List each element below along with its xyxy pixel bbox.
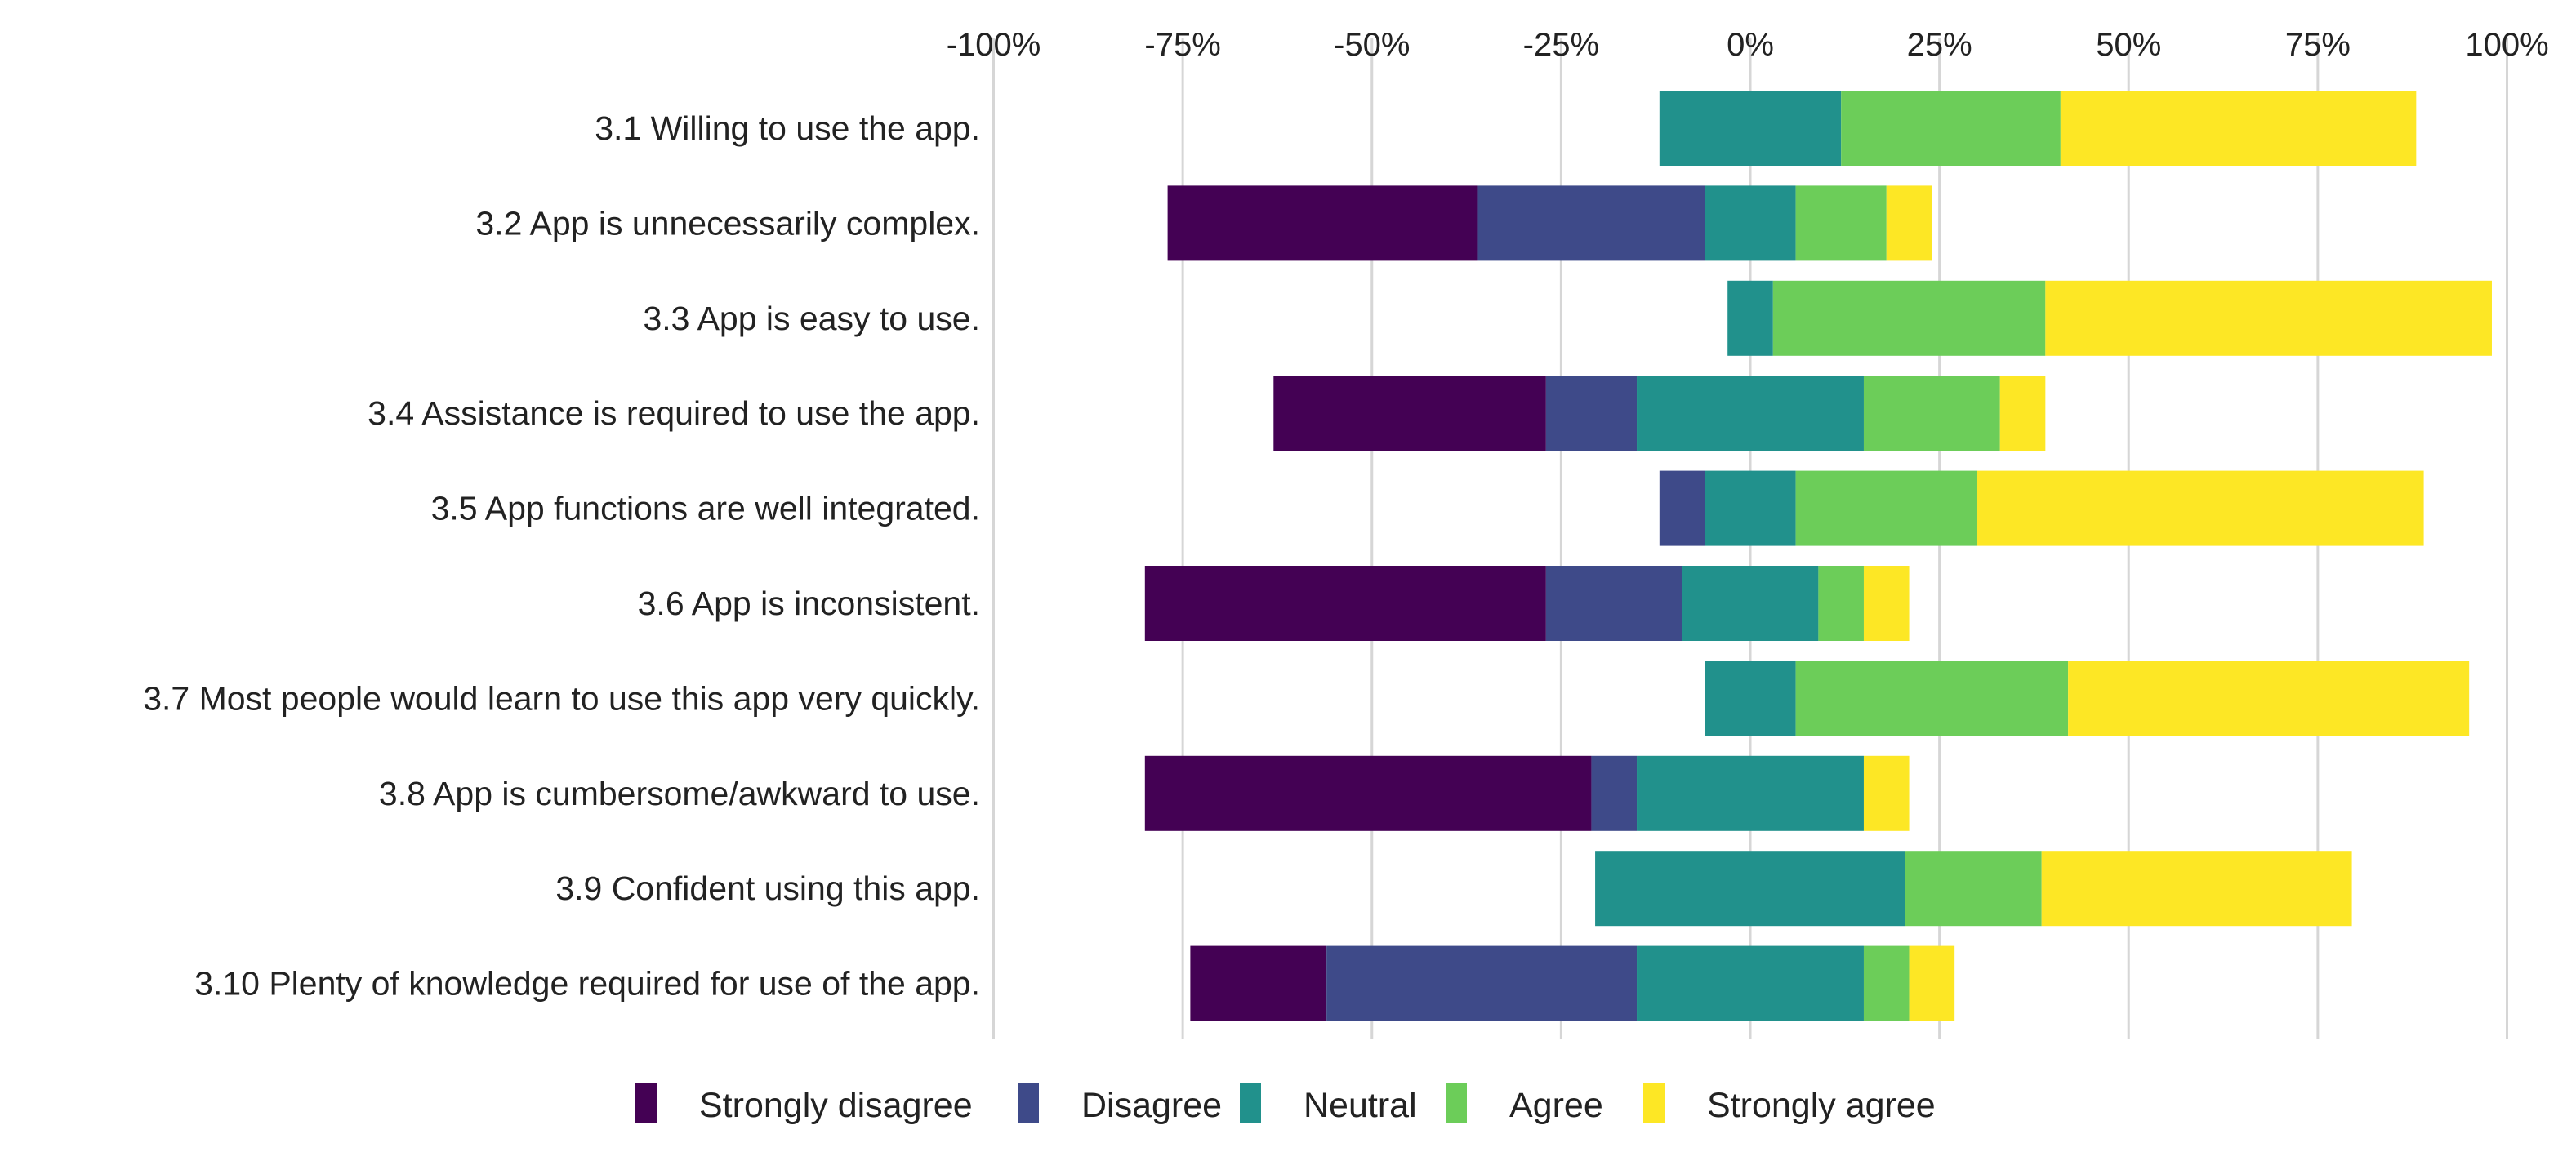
bar-segment-neutral: [1705, 185, 1796, 261]
legend-label: Agree: [1509, 1086, 1603, 1125]
x-tick-label: 50%: [2096, 27, 2161, 63]
bar-segment-agree: [1795, 185, 1887, 261]
bar-segment-strongly-agree: [2060, 91, 2417, 166]
legend-swatch: [1643, 1083, 1665, 1123]
bar-segment-agree: [1818, 566, 1864, 641]
bar-segment-agree: [1905, 851, 2042, 927]
bar-segment-strongly-disagree: [1144, 566, 1546, 641]
x-tick-label: -100%: [947, 27, 1041, 63]
category-labels: 3.1 Willing to use the app. 3.2 App is un…: [143, 109, 980, 1003]
category-label: 3.10 Plenty of knowledge required for us…: [194, 965, 980, 1003]
legend-label: Disagree: [1081, 1086, 1222, 1125]
category-label: 3.2 App is unnecessarily complex.: [475, 204, 980, 242]
legend-swatch: [1018, 1083, 1039, 1123]
bar-segment-strongly-agree: [1977, 470, 2424, 546]
bar-segment-strongly-agree: [1886, 185, 1932, 261]
bar-segment-strongly-disagree: [1144, 755, 1592, 831]
category-label: 3.6 App is inconsistent.: [638, 585, 980, 622]
category-label: 3.4 Assistance is required to use the ap…: [368, 394, 980, 432]
bar-segment-neutral: [1595, 851, 1905, 927]
bar-segment-strongly-agree: [2068, 661, 2470, 736]
bar-segment-neutral: [1637, 755, 1864, 831]
bar-segment-strongly-disagree: [1273, 376, 1546, 451]
category-label: 3.3 App is easy to use.: [643, 300, 980, 337]
x-tick-label: 100%: [2465, 27, 2548, 63]
category-label: 3.5 App functions are well integrated.: [431, 490, 980, 527]
category-label: 3.1 Willing to use the app.: [595, 109, 980, 147]
bar-segment-agree: [1772, 280, 2046, 356]
bar-segment-neutral: [1659, 91, 1842, 166]
bar-segment-agree: [1795, 470, 1977, 546]
bar-segment-agree: [1795, 661, 2069, 736]
legend-label: Strongly disagree: [699, 1086, 973, 1125]
bar-segment-strongly-agree: [1863, 755, 1910, 831]
bar-segment-agree: [1863, 376, 2000, 451]
bar-segment-strongly-agree: [1863, 566, 1910, 641]
bar-segment-strongly-disagree: [1167, 185, 1478, 261]
x-tick-label: 0%: [1727, 27, 1774, 63]
x-tick-label: -25%: [1523, 27, 1599, 63]
legend-swatch: [635, 1083, 657, 1123]
bar-segment-neutral: [1637, 945, 1864, 1021]
bar-segment-neutral: [1637, 376, 1864, 451]
category-label: 3.8 App is cumbersome/awkward to use.: [379, 775, 980, 812]
bar-segment-disagree: [1477, 185, 1705, 261]
bar-segment-strongly-agree: [1999, 376, 2046, 451]
bar-segment-disagree: [1545, 566, 1682, 641]
bar-segment-agree: [1841, 91, 2061, 166]
x-tick-label: 75%: [2285, 27, 2351, 63]
x-tick-label: -75%: [1144, 27, 1220, 63]
bar-segment-disagree: [1591, 755, 1638, 831]
bar-segment-strongly-agree: [2041, 851, 2352, 927]
bars: [1144, 91, 2492, 1021]
x-tick-label: -50%: [1334, 27, 1410, 63]
bar-segment-disagree: [1659, 470, 1705, 546]
legend-swatch: [1446, 1083, 1467, 1123]
bar-segment-neutral: [1705, 470, 1796, 546]
bar-segment-disagree: [1545, 376, 1638, 451]
x-axis-ticks: -100% -75% -50% -25% 0% 25% 50% 75% 100%: [947, 27, 2549, 63]
bar-segment-neutral: [1727, 280, 1773, 356]
bar-segment-neutral: [1705, 661, 1796, 736]
bar-segment-strongly-agree: [2045, 280, 2492, 356]
legend-label: Strongly agree: [1707, 1086, 1936, 1125]
bar-segment-disagree: [1326, 945, 1638, 1021]
legend-label: Neutral: [1304, 1086, 1417, 1125]
category-label: 3.7 Most people would learn to use this …: [143, 679, 980, 717]
bar-segment-strongly-disagree: [1190, 945, 1327, 1021]
bar-segment-strongly-agree: [1909, 945, 1955, 1021]
legend: Strongly disagree Disagree Neutral Agree Str…: [635, 1083, 1936, 1125]
legend-swatch: [1240, 1083, 1261, 1123]
category-label: 3.9 Confident using this app.: [555, 870, 980, 907]
bar-segment-neutral: [1682, 566, 1819, 641]
bar-segment-agree: [1863, 945, 1910, 1021]
x-tick-label: 25%: [1907, 27, 1972, 63]
